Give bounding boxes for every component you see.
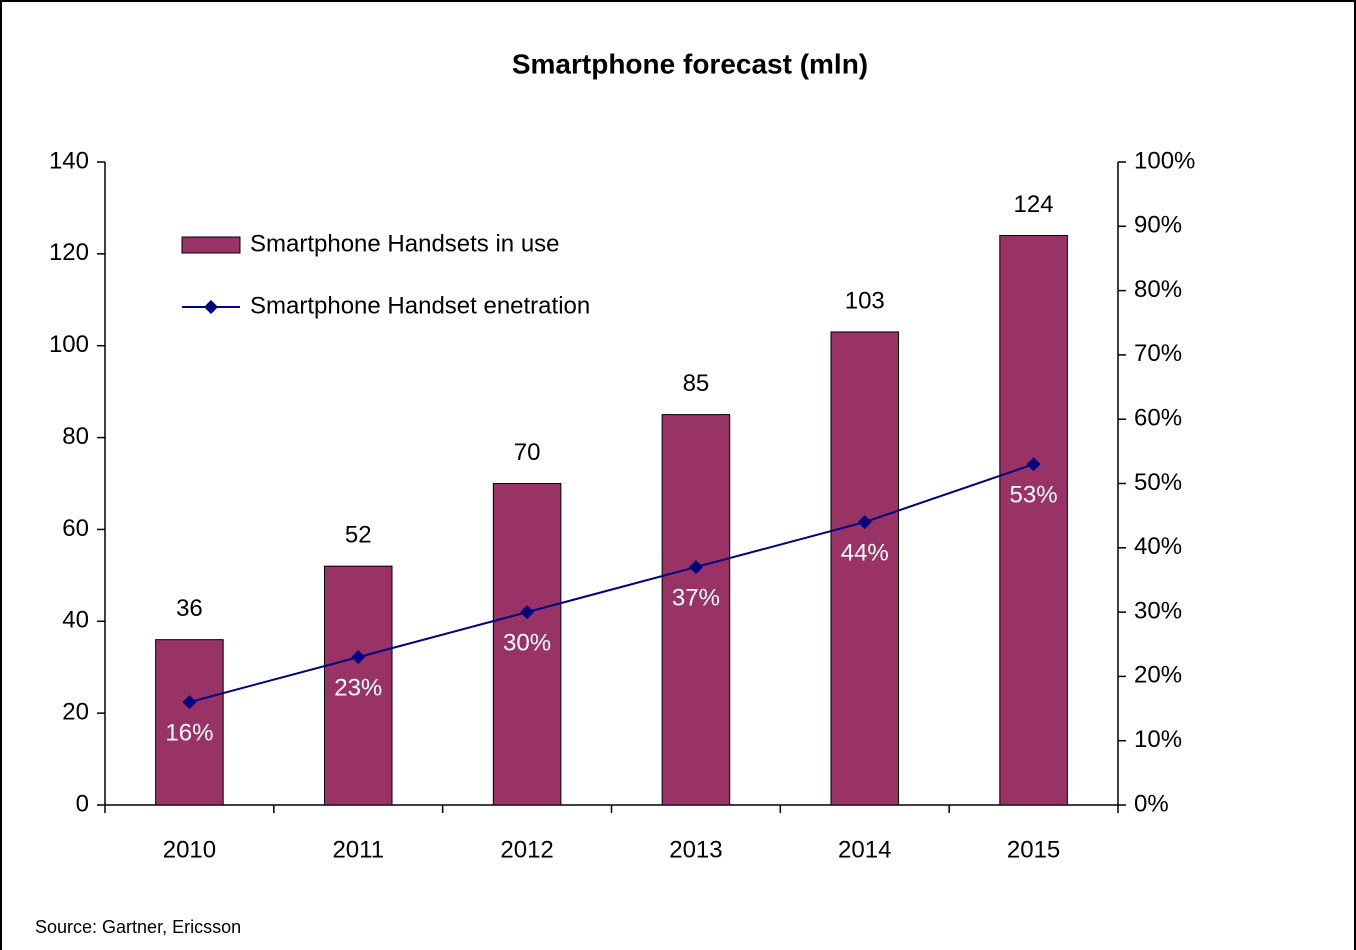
bar — [830, 331, 900, 806]
line-value-label: 16% — [165, 719, 213, 746]
y2-tick-label: 0% — [1134, 790, 1169, 817]
x-tick-label: 2011 — [332, 836, 384, 863]
bar — [155, 639, 224, 806]
y2-tick-label: 90% — [1134, 212, 1182, 239]
bar-value-label: 52 — [345, 522, 372, 549]
y2-tick-label: 30% — [1134, 597, 1182, 624]
y2-tick-label: 10% — [1134, 726, 1182, 753]
bar-value-label: 70 — [514, 439, 541, 466]
bar — [323, 565, 393, 806]
y2-tick-label: 80% — [1134, 276, 1182, 303]
y-tick-label: 40 — [62, 607, 89, 634]
legend-label: Smartphone Handset enetration — [250, 292, 590, 319]
bar-value-label: 85 — [683, 370, 710, 397]
x-tick-label: 2013 — [669, 836, 722, 863]
line-value-label: 53% — [1010, 482, 1058, 509]
y-tick-label: 20 — [62, 698, 89, 725]
y-tick-label: 60 — [62, 515, 89, 542]
y-tick-label: 140 — [49, 147, 89, 174]
bar — [999, 234, 1068, 806]
line-marker — [351, 650, 366, 665]
chart-title: Smartphone forecast (mln) — [512, 48, 868, 79]
x-tick-label: 2010 — [163, 836, 216, 863]
bar — [492, 483, 562, 806]
line-value-label: 23% — [334, 674, 382, 701]
line-marker — [182, 695, 197, 710]
bar-value-label: 103 — [845, 287, 885, 314]
y2-tick-label: 50% — [1134, 469, 1182, 496]
x-tick-label: 2014 — [838, 836, 891, 863]
bar-value-label: 36 — [176, 595, 203, 622]
source-note: Source: Gartner, Ericsson — [35, 917, 241, 937]
y2-tick-label: 60% — [1134, 405, 1182, 432]
legend-label: Smartphone Handsets in use — [250, 230, 560, 257]
y2-tick-label: 70% — [1134, 340, 1182, 367]
y2-tick-label: 20% — [1134, 662, 1182, 689]
y-tick-label: 120 — [49, 239, 89, 266]
line-value-label: 44% — [841, 539, 889, 566]
y-tick-label: 80 — [62, 423, 89, 450]
legend-marker — [204, 300, 218, 314]
line-marker — [857, 515, 872, 530]
x-tick-label: 2012 — [500, 836, 553, 863]
y2-tick-label: 100% — [1134, 147, 1195, 174]
y-tick-label: 100 — [49, 331, 89, 358]
y-tick-label: 0 — [76, 790, 89, 817]
bar-value-label: 124 — [1014, 191, 1054, 218]
line-marker — [520, 605, 535, 620]
legend-swatch — [181, 236, 241, 254]
x-tick-label: 2015 — [1007, 836, 1060, 863]
line — [189, 463, 1034, 704]
bar — [661, 414, 731, 806]
line-marker — [688, 560, 703, 575]
line-value-label: 37% — [672, 584, 720, 611]
y2-tick-label: 40% — [1134, 533, 1182, 560]
line-marker — [1026, 457, 1041, 472]
line-value-label: 30% — [503, 629, 551, 656]
